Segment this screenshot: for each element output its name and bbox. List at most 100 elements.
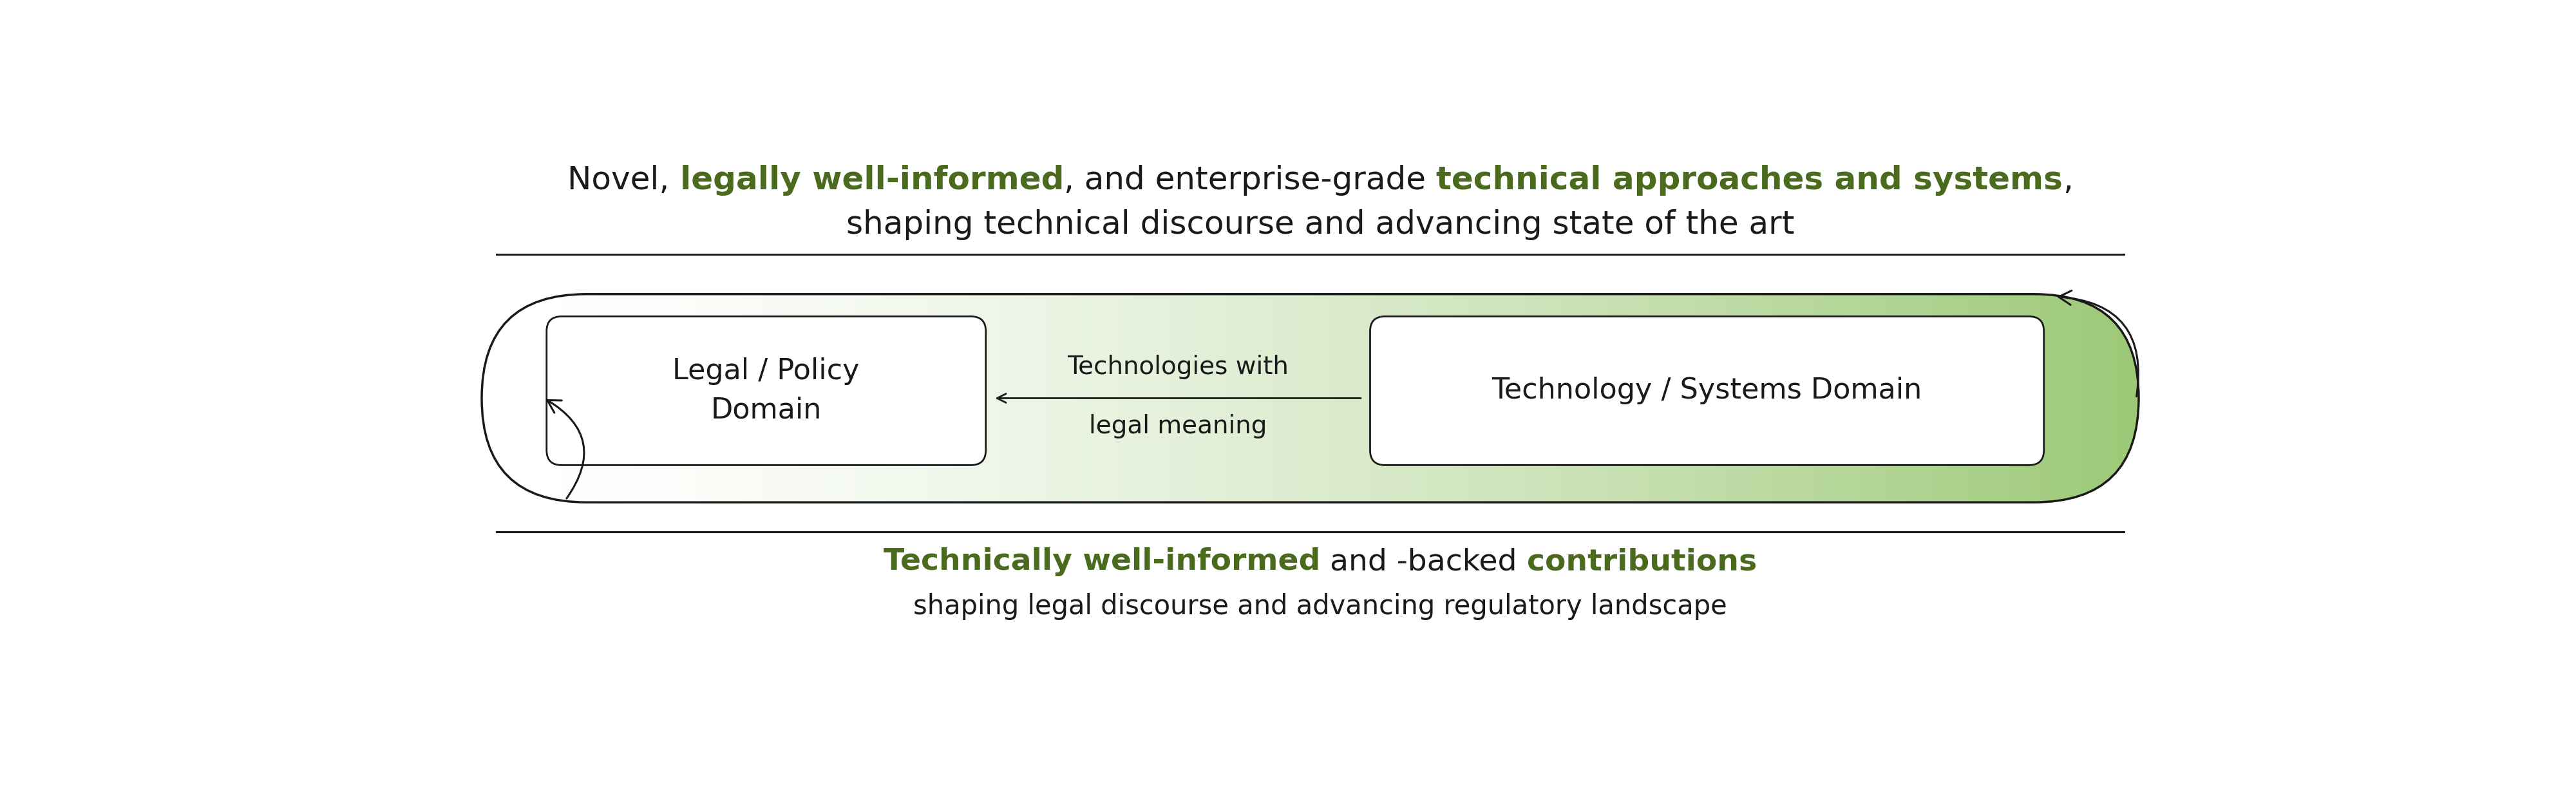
Bar xyxy=(752,294,757,502)
Bar xyxy=(1105,294,1113,502)
Bar xyxy=(858,294,863,502)
Bar xyxy=(886,294,891,502)
Bar xyxy=(1569,294,1577,502)
Bar xyxy=(608,294,616,502)
Bar xyxy=(2133,294,2138,502)
Bar xyxy=(1461,294,1466,502)
Bar xyxy=(1427,294,1432,502)
Bar xyxy=(757,294,765,502)
Bar xyxy=(1862,294,1868,502)
Bar xyxy=(1007,294,1012,502)
Bar xyxy=(1370,294,1378,502)
Bar xyxy=(1255,294,1262,502)
Bar xyxy=(1355,294,1360,502)
Bar xyxy=(2045,294,2050,502)
Bar xyxy=(510,294,515,502)
FancyArrowPatch shape xyxy=(546,401,585,498)
Bar xyxy=(1757,294,1765,502)
Bar xyxy=(1033,294,1041,502)
Bar xyxy=(1795,294,1803,502)
Bar xyxy=(1388,294,1394,502)
Bar xyxy=(994,294,1002,502)
Bar xyxy=(675,294,680,502)
Bar xyxy=(497,294,505,502)
Bar xyxy=(1615,294,1620,502)
Bar xyxy=(2022,294,2030,502)
Bar xyxy=(492,294,500,502)
Bar xyxy=(1741,294,1747,502)
Text: shaping technical discourse and advancing state of the art: shaping technical discourse and advancin… xyxy=(845,209,1795,240)
Bar xyxy=(2050,294,2056,502)
Bar xyxy=(1548,294,1553,502)
Bar xyxy=(636,294,641,502)
Bar xyxy=(1288,294,1293,502)
Bar xyxy=(2099,294,2107,502)
Bar xyxy=(2112,294,2117,502)
Bar xyxy=(868,294,873,502)
Bar xyxy=(1620,294,1625,502)
Bar xyxy=(1886,294,1891,502)
Bar xyxy=(1118,294,1123,502)
Bar xyxy=(1144,294,1151,502)
Bar xyxy=(801,294,809,502)
Bar xyxy=(1394,294,1399,502)
Bar xyxy=(768,294,775,502)
Bar xyxy=(1110,294,1118,502)
Bar xyxy=(1674,294,1680,502)
Bar xyxy=(1437,294,1443,502)
Bar xyxy=(1365,294,1370,502)
Bar xyxy=(1659,294,1664,502)
Bar xyxy=(1692,294,1698,502)
Bar xyxy=(1028,294,1036,502)
Bar xyxy=(1381,294,1388,502)
Bar xyxy=(690,294,698,502)
Bar xyxy=(1538,294,1543,502)
Bar xyxy=(536,294,544,502)
Text: ,: , xyxy=(2063,164,2074,195)
Bar xyxy=(1669,294,1674,502)
Bar xyxy=(1072,294,1079,502)
Text: Technically well-informed: Technically well-informed xyxy=(884,547,1321,576)
Bar xyxy=(1950,294,1958,502)
Bar xyxy=(1414,294,1422,502)
Bar xyxy=(559,294,564,502)
Bar xyxy=(714,294,719,502)
Bar xyxy=(505,294,510,502)
Bar xyxy=(969,294,974,502)
Bar xyxy=(878,294,886,502)
Bar xyxy=(1698,294,1703,502)
Bar xyxy=(747,294,752,502)
Bar xyxy=(1577,294,1582,502)
Bar xyxy=(1342,294,1350,502)
Bar xyxy=(989,294,997,502)
Bar xyxy=(2079,294,2084,502)
Bar xyxy=(613,294,621,502)
Bar xyxy=(2066,294,2074,502)
Bar xyxy=(1654,294,1659,502)
Bar xyxy=(1293,294,1301,502)
Bar xyxy=(1664,294,1669,502)
Bar xyxy=(592,294,598,502)
Bar xyxy=(554,294,559,502)
Bar xyxy=(1206,294,1211,502)
Bar xyxy=(1239,294,1244,502)
Bar xyxy=(1558,294,1564,502)
Text: Novel,: Novel, xyxy=(567,164,680,195)
Bar xyxy=(1090,294,1095,502)
Bar xyxy=(1564,294,1571,502)
Bar xyxy=(2035,294,2040,502)
Bar xyxy=(641,294,649,502)
Bar xyxy=(2074,294,2079,502)
Bar xyxy=(1448,294,1455,502)
Bar xyxy=(762,294,770,502)
Bar xyxy=(1149,294,1157,502)
Bar xyxy=(1066,294,1074,502)
Bar xyxy=(1731,294,1736,502)
Bar xyxy=(1453,294,1461,502)
Bar xyxy=(1316,294,1321,502)
Bar xyxy=(1018,294,1023,502)
Bar xyxy=(1211,294,1216,502)
Bar xyxy=(1376,294,1383,502)
Bar xyxy=(626,294,631,502)
Bar xyxy=(963,294,969,502)
